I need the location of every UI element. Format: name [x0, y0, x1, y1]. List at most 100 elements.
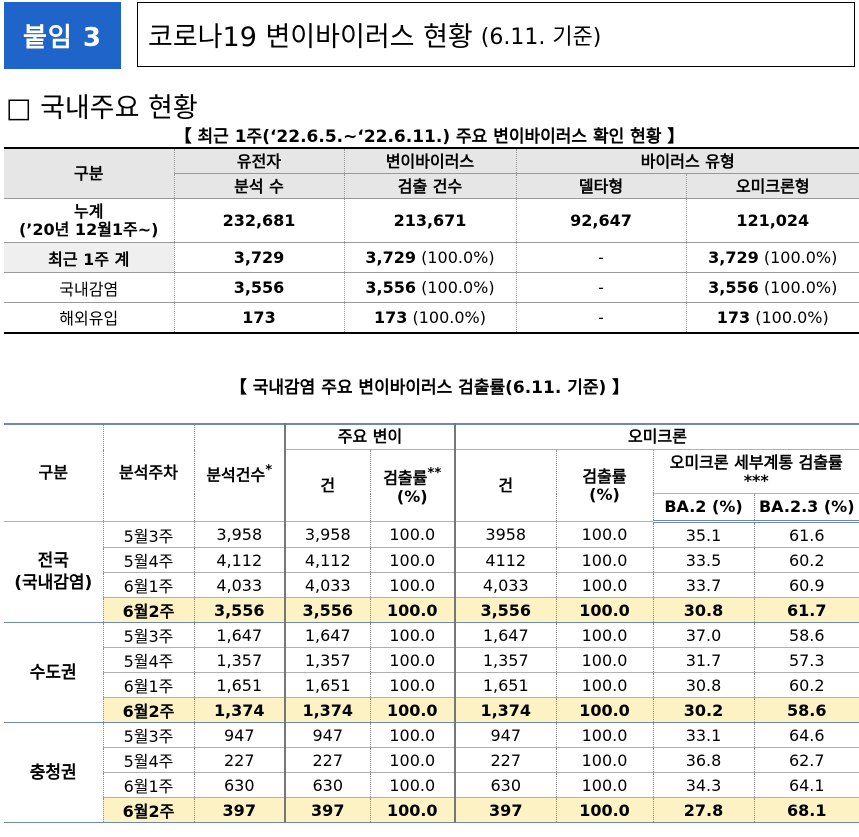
- om-count-cell: 397: [454, 797, 556, 823]
- ba23-cell: 61.7: [753, 597, 859, 623]
- om-count-cell: 1,651: [454, 672, 556, 698]
- t2-header-analyzed: 분석건수*: [193, 424, 285, 522]
- count-cell: 947: [284, 722, 370, 748]
- ba2-cell: 33.7: [652, 572, 754, 598]
- rate-cell: 100.0: [369, 521, 455, 548]
- table1-caption: 【 최근 1주(‘22.6.5.~‘22.6.11.) 주요 변이바이러스 확인…: [174, 127, 685, 147]
- week-cell: 5월4주: [102, 647, 194, 673]
- table-row: 5월4주 4,112 4,112 100.0 4112 100.0 33.5 60.2: [4, 547, 859, 573]
- ba2-cell: 36.8: [652, 747, 754, 773]
- om-rate-cell: 100.0: [555, 622, 653, 648]
- t1-header-detected-l1: 변이바이러스: [343, 148, 516, 174]
- rate-cell: 100.0: [369, 797, 455, 823]
- t1-cell-delta: -: [515, 302, 686, 333]
- t1-cell-analyzed: 173: [173, 302, 344, 333]
- ba2-cell: 30.8: [652, 597, 754, 623]
- ba23-cell: 64.1: [753, 772, 859, 798]
- rate-cell: 100.0: [369, 672, 455, 698]
- t1-cell-analyzed: 3,556: [173, 272, 344, 303]
- ba23-cell: 60.9: [753, 572, 859, 598]
- ba2-cell: 27.8: [652, 797, 754, 823]
- page-title-date: (6.11. 기준): [480, 24, 602, 50]
- t2-header-count: 건: [284, 449, 370, 522]
- region-label: 전국 (국내감염): [4, 521, 103, 623]
- om-rate-cell: 100.0: [555, 647, 653, 673]
- ba23-cell: 61.6: [753, 521, 859, 548]
- weekly-variant-table: 구분 유전자 변이바이러스 바이러스 유형 분석 수 검출 건수 델타형 오미크…: [4, 147, 859, 334]
- t1-header-virus-type: 바이러스 유형: [515, 148, 859, 174]
- analyzed-cell: 3,958: [193, 521, 285, 548]
- rate-cell: 100.0: [369, 622, 455, 648]
- t1-header-category: 구분: [4, 148, 174, 199]
- analyzed-cell: 397: [193, 797, 285, 823]
- analyzed-cell: 1,374: [193, 697, 285, 723]
- week-cell: 5월4주: [102, 547, 194, 573]
- section-title: □ 국내주요 현황: [6, 93, 198, 124]
- om-count-cell: 227: [454, 747, 556, 773]
- table-row: 수도권 5월3주 1,647 1,647 100.0 1,647 100.0 37.0 58.6: [4, 622, 859, 723]
- ba23-cell: 57.3: [753, 647, 859, 673]
- t1-row-label: 최근 1주 계: [4, 242, 174, 273]
- om-count-cell: 1,647: [454, 622, 556, 648]
- week-cell: 6월1주: [102, 772, 194, 798]
- analyzed-cell: 630: [193, 772, 285, 798]
- t1-cell-detected: 213,671: [343, 198, 516, 243]
- week-cell: 6월1주: [102, 672, 194, 698]
- t1-cell-delta: 92,647: [515, 198, 686, 243]
- t2-header-major-variant: 주요 변이: [284, 424, 455, 450]
- ba23-cell: 58.6: [753, 622, 859, 648]
- om-count-cell: 947: [454, 722, 556, 748]
- om-count-cell: 1,357: [454, 647, 556, 673]
- attachment-badge: 붙임 3: [4, 2, 121, 69]
- ba23-cell: 60.2: [753, 672, 859, 698]
- t1-cell-detected: 3,729 (100.0%): [343, 242, 516, 273]
- t2-header-omicron-count: 건: [454, 449, 556, 522]
- ba2-cell: 37.0: [652, 622, 754, 648]
- t2-header-sublineage: 오미크론 세부계통 검출률***: [652, 449, 859, 494]
- ba2-cell: 33.1: [652, 722, 754, 748]
- om-rate-cell: 100.0: [555, 797, 653, 823]
- om-rate-cell: 100.0: [555, 772, 653, 798]
- om-count-cell: 3,556: [454, 597, 556, 623]
- om-rate-cell: 100.0: [555, 747, 653, 773]
- region-label-line1: 전국: [37, 551, 69, 571]
- rate-cell: 100.0: [369, 547, 455, 573]
- om-rate-cell: 100.0: [555, 597, 653, 623]
- ba2-cell: 34.3: [652, 772, 754, 798]
- om-rate-cell: 100.0: [555, 722, 653, 748]
- t2-header-category: 구분: [4, 424, 103, 522]
- t2-header-rate: 검출률** (%): [369, 449, 455, 522]
- ba23-cell: 68.1: [753, 797, 859, 823]
- detection-rate-table: 구분 분석주차 분석건수* 주요 변이 오미크론 건 검출률** (%) 건 검…: [4, 423, 859, 823]
- count-cell: 3,556: [284, 597, 370, 623]
- count-cell: 630: [284, 772, 370, 798]
- t1-header-detected-l2: 검출 건수: [343, 173, 516, 199]
- om-rate-cell: 100.0: [555, 572, 653, 598]
- t2-header-ba23: BA.2.3 (%): [753, 493, 859, 523]
- t1-cell-detected: 3,556 (100.0%): [343, 272, 516, 303]
- table-row: 6월2주 1,374 1,374 100.0 1,374 100.0 30.2 58.6: [4, 697, 859, 723]
- t1-row-cumulative: 누계 (’20년 12월1주~) 232,681 213,671 92,647 …: [4, 198, 859, 243]
- t1-cell-omicron: 173 (100.0%): [685, 302, 859, 333]
- count-cell: 3,958: [284, 521, 370, 548]
- om-count-cell: 630: [454, 772, 556, 798]
- t2-header-week: 분석주차: [102, 424, 194, 522]
- table-row: 6월1주 4,033 4,033 100.0 4,033 100.0 33.7 60.9: [4, 572, 859, 598]
- table-row: 6월2주 397 397 100.0 397 100.0 27.8 68.1: [4, 797, 859, 823]
- table-row: 5월4주 227 227 100.0 227 100.0 36.8 62.7: [4, 747, 859, 773]
- om-rate-cell: 100.0: [555, 521, 653, 548]
- count-cell: 1,357: [284, 647, 370, 673]
- rate-cell: 100.0: [369, 772, 455, 798]
- t2-header-omicron: 오미크론: [454, 424, 859, 450]
- week-cell: 6월1주: [102, 572, 194, 598]
- region-label-line1: 수도권: [29, 662, 77, 683]
- rate-cell: 100.0: [369, 572, 455, 598]
- ba23-cell: 60.2: [753, 547, 859, 573]
- om-count-cell: 3958: [454, 521, 556, 548]
- rate-cell: 100.0: [369, 747, 455, 773]
- analyzed-cell: 1,357: [193, 647, 285, 673]
- table2-caption: 【 국내감염 주요 변이바이러스 검출률(6.11. 기준) 】: [229, 378, 630, 398]
- analyzed-cell: 947: [193, 722, 285, 748]
- week-cell: 5월4주: [102, 747, 194, 773]
- ba23-cell: 62.7: [753, 747, 859, 773]
